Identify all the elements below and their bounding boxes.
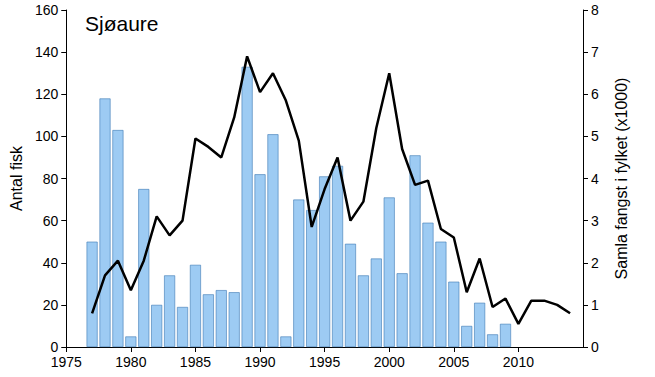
svg-text:0: 0 — [591, 339, 599, 355]
svg-text:2005: 2005 — [438, 354, 469, 370]
svg-text:0: 0 — [50, 339, 58, 355]
svg-text:120: 120 — [35, 86, 59, 102]
svg-text:2010: 2010 — [503, 354, 534, 370]
svg-text:8: 8 — [591, 2, 599, 18]
svg-text:1995: 1995 — [309, 354, 340, 370]
svg-text:160: 160 — [35, 2, 59, 18]
svg-text:1990: 1990 — [244, 354, 275, 370]
svg-text:6: 6 — [591, 86, 599, 102]
svg-text:20: 20 — [43, 297, 59, 313]
svg-text:2: 2 — [591, 255, 599, 271]
svg-text:140: 140 — [35, 44, 59, 60]
svg-text:60: 60 — [43, 213, 59, 229]
svg-text:1: 1 — [591, 297, 599, 313]
svg-text:Antal fisk: Antal fisk — [8, 145, 25, 211]
svg-text:5: 5 — [591, 128, 599, 144]
svg-text:Samla fangst i fylket (x1000): Samla fangst i fylket (x1000) — [613, 78, 630, 280]
svg-text:Sjøaure: Sjøaure — [85, 12, 159, 35]
svg-text:1985: 1985 — [180, 354, 211, 370]
svg-text:3: 3 — [591, 213, 599, 229]
svg-text:2000: 2000 — [374, 354, 405, 370]
svg-text:4: 4 — [591, 171, 599, 187]
svg-text:80: 80 — [43, 171, 59, 187]
svg-text:1980: 1980 — [115, 354, 146, 370]
svg-text:100: 100 — [35, 128, 59, 144]
svg-text:40: 40 — [43, 255, 59, 271]
svg-text:1975: 1975 — [51, 354, 82, 370]
svg-text:7: 7 — [591, 44, 599, 60]
